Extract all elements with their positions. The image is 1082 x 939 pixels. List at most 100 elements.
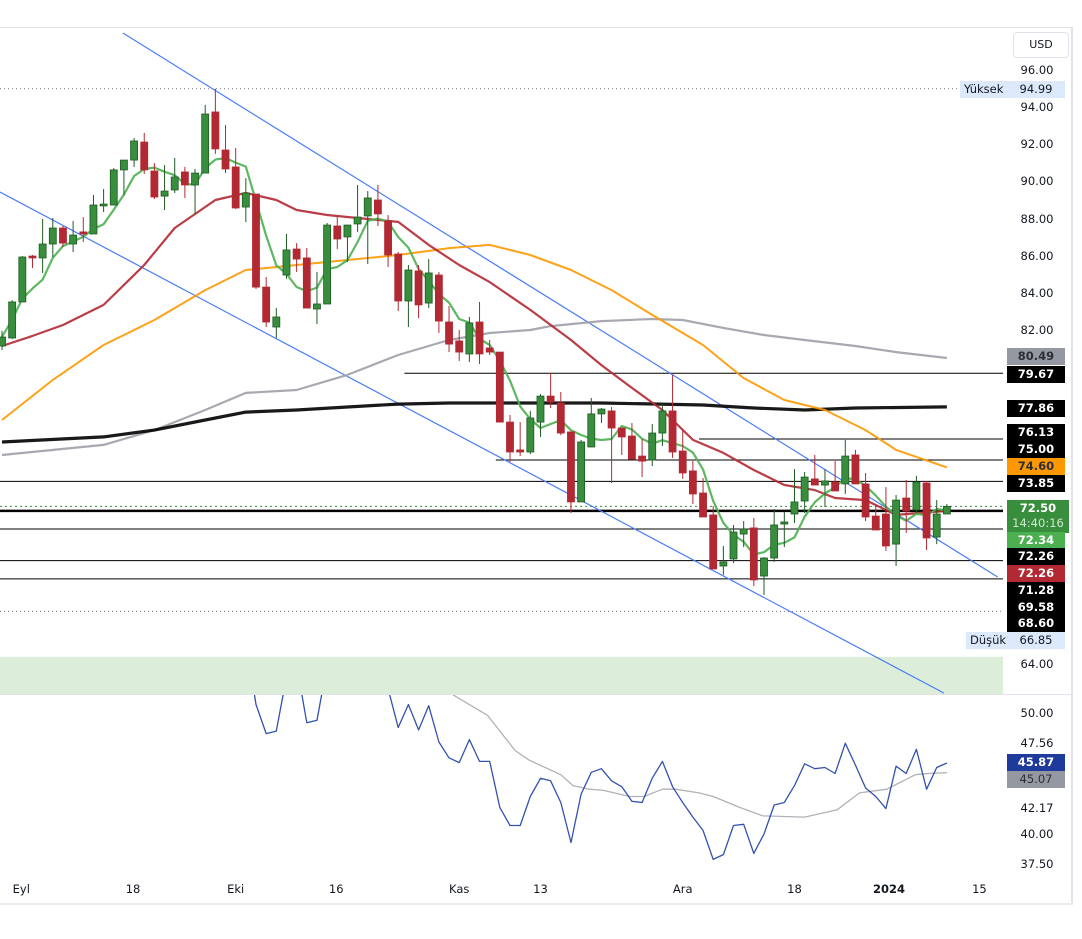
candle-down [902, 480, 911, 533]
candle-body [333, 225, 342, 240]
pane-separator[interactable] [0, 694, 1072, 695]
candle-up [841, 439, 850, 494]
candle-body [882, 513, 890, 547]
green-moving-average-line [1, 156, 948, 556]
currency-button[interactable]: USD [1013, 32, 1069, 58]
candle-body [424, 272, 433, 304]
candle-up [892, 495, 900, 567]
candle-body [353, 216, 362, 225]
candle-body [841, 455, 850, 485]
candle-down [292, 243, 301, 273]
candle-down [678, 428, 687, 479]
orange-moving-average-line [1, 243, 948, 469]
candle-body [577, 441, 586, 503]
candle-up [170, 158, 179, 193]
candle-down [699, 477, 707, 518]
candle-body [810, 478, 819, 486]
price-tick-label: 88.00 [1020, 211, 1054, 226]
support-zone [0, 656, 1003, 694]
candle-up [343, 224, 352, 263]
candle-down [445, 306, 453, 353]
candle-body [902, 497, 911, 512]
candle-up [363, 191, 372, 265]
candle-body [241, 192, 250, 208]
level-price-label: 68.60 [1007, 615, 1065, 632]
channel-line [122, 32, 998, 578]
candle-down [475, 301, 484, 364]
candle-up [739, 521, 748, 548]
candle-down [668, 374, 677, 458]
candle-body [160, 190, 169, 197]
candle-body [252, 193, 260, 288]
candle-down [495, 351, 504, 423]
candle-up [18, 256, 27, 303]
bar-countdown: 14:40:16 [1012, 516, 1064, 530]
rsi-value-label: 45.87 [1007, 754, 1065, 771]
candle-down [262, 277, 271, 328]
time-tick-label: Eyl [12, 882, 30, 896]
candle-up [120, 159, 128, 195]
candle-down [810, 454, 819, 486]
rsi-tick-label: 40.00 [1020, 827, 1054, 841]
trend-channel[interactable] [0, 32, 998, 694]
rsi-tick-label: 37.50 [1020, 857, 1054, 872]
candle-body [485, 347, 494, 353]
candle-body [506, 421, 514, 453]
candle-up [99, 189, 108, 213]
candle-body [709, 514, 718, 570]
candle-down [333, 215, 342, 250]
rsi-indicator [253, 695, 948, 861]
candle-body [922, 482, 931, 539]
candle-up [760, 557, 768, 595]
candle-up [536, 394, 545, 437]
candle-body [678, 450, 687, 474]
candle-down [434, 272, 443, 333]
black-ma-price-label: 77.86 [1007, 400, 1065, 417]
candle-body [536, 395, 545, 423]
candle-body [292, 248, 301, 260]
candle-body [120, 159, 128, 171]
orange-ma-price-label: 74.60 [1007, 458, 1065, 475]
candle-up [790, 469, 799, 523]
rsi-tick-label: 50.00 [1020, 706, 1054, 720]
time-tick-label: Kas [448, 882, 470, 896]
candle-body [18, 256, 27, 303]
candle-body [942, 505, 951, 515]
candle-up [0, 330, 6, 351]
candle-body [445, 321, 453, 345]
candle-up [780, 511, 789, 548]
candle-up [404, 264, 413, 328]
price-tick-label: 82.00 [1020, 322, 1054, 337]
candle-body [871, 515, 880, 531]
candle-up [658, 404, 667, 447]
price-tick-label: 86.00 [1020, 248, 1054, 263]
candle-body [516, 449, 525, 453]
candle-down [79, 217, 88, 242]
candle-down [851, 449, 860, 485]
bottom-border [0, 903, 1073, 905]
candle-body [170, 176, 179, 191]
level-price-label: 79.67 [1007, 366, 1065, 383]
candle-body [323, 224, 332, 305]
candle-body [455, 340, 464, 353]
candle-up [770, 508, 779, 562]
candle-body [770, 524, 779, 559]
time-tick-label: Eki [227, 882, 245, 896]
candle-down [384, 215, 392, 268]
candle-up [48, 218, 57, 257]
time-tick-label: 15 [972, 882, 987, 896]
low-value-label: 66.85 [1007, 632, 1065, 649]
candle-up [272, 308, 281, 338]
candle-up [130, 137, 138, 167]
candle-body [89, 204, 98, 235]
candle-body [800, 476, 809, 502]
candle-up [729, 524, 738, 564]
candle-body [587, 413, 596, 448]
high-tag: Yüksek [960, 81, 1008, 98]
candle-body [302, 257, 311, 309]
candle-down [455, 329, 464, 361]
candle-down [749, 517, 758, 587]
rsi-tick-label: 42.17 [1020, 800, 1054, 815]
candle-body [739, 528, 748, 535]
